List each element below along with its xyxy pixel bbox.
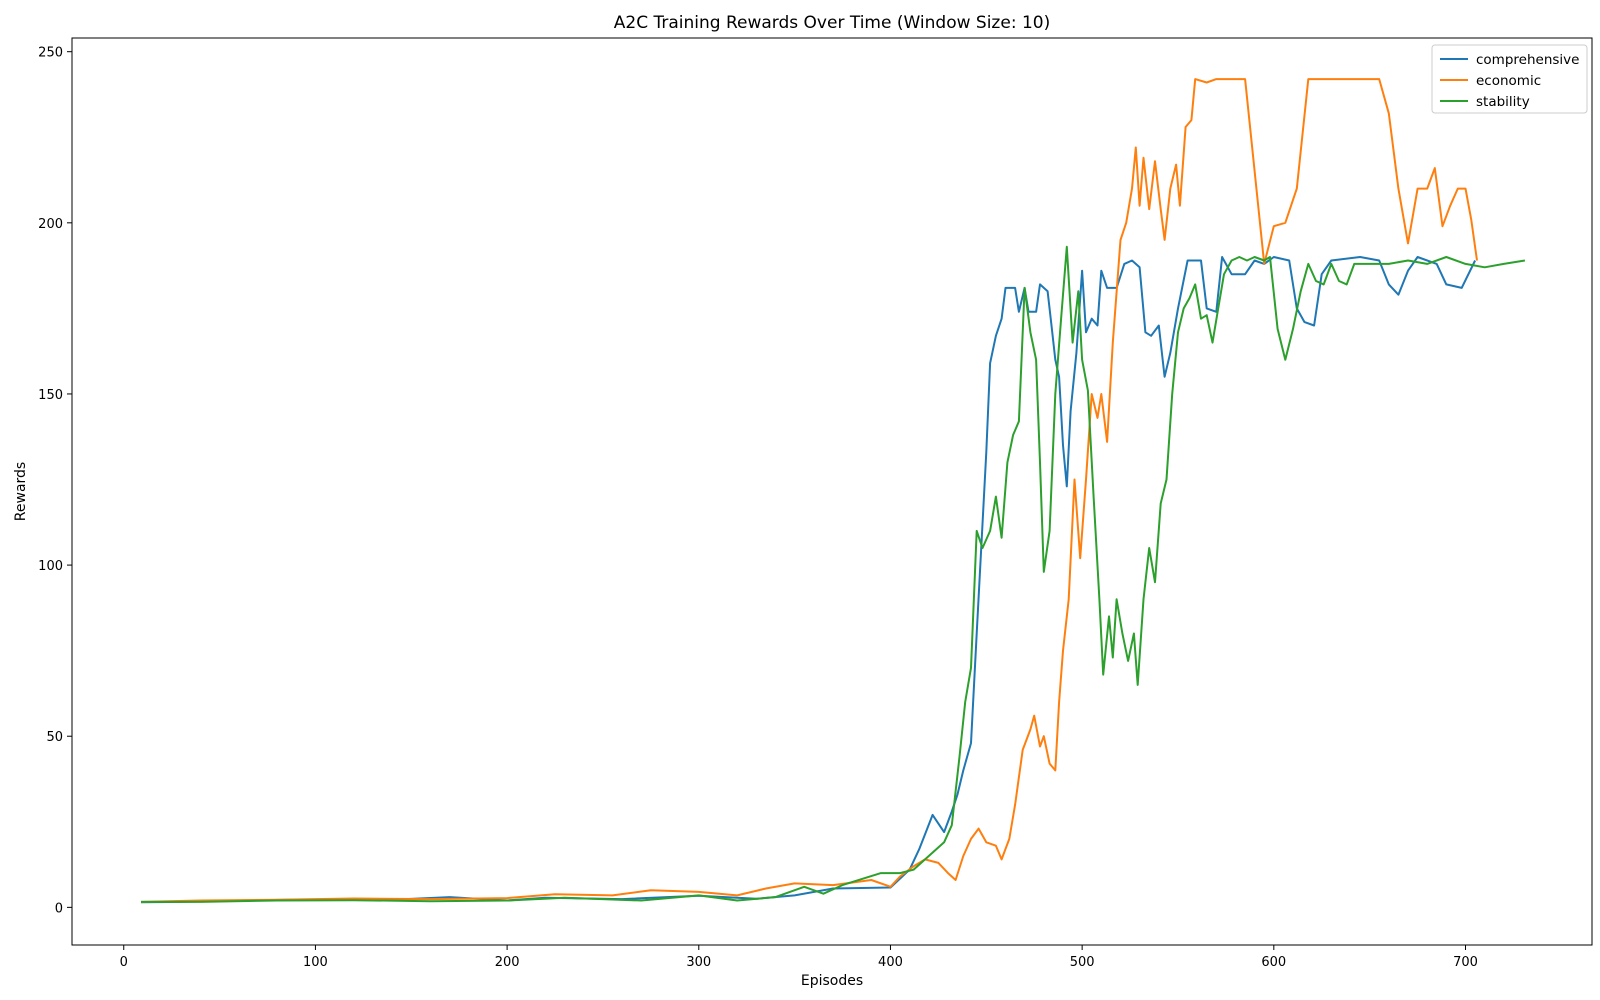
y-tick-label: 200	[38, 217, 63, 232]
y-tick-label: 0	[55, 901, 63, 916]
y-tick-label: 100	[38, 559, 63, 574]
x-tick-label: 600	[1261, 955, 1286, 970]
x-tick-label: 200	[495, 955, 520, 970]
plot-frame	[71, 37, 1593, 946]
x-axis: 0 100 200 300 400 500 600 700	[120, 945, 1478, 970]
x-tick-label: 0	[120, 955, 128, 970]
chart-title: A2C Training Rewards Over Time (Window S…	[614, 13, 1050, 33]
x-tick-label: 300	[686, 955, 711, 970]
y-tick-label: 50	[46, 730, 63, 745]
x-tick-label: 500	[1070, 955, 1095, 970]
legend-label-comprehensive: comprehensive	[1476, 52, 1579, 68]
x-tick-label: 700	[1453, 955, 1478, 970]
y-tick-label: 250	[38, 46, 63, 61]
x-tick-label: 100	[303, 955, 328, 970]
x-axis-label: Episodes	[801, 973, 863, 989]
y-tick-label: 150	[38, 388, 63, 403]
y-axis-label: Rewards	[13, 462, 29, 521]
series-layer	[140, 78, 1526, 904]
legend-label-stability: stability	[1476, 94, 1530, 110]
y-axis: 0 50 100 150 200 250	[38, 46, 72, 916]
legend-box	[1431, 44, 1588, 114]
legend-label-economic: economic	[1476, 73, 1541, 89]
series-line-stability	[141, 245, 1526, 903]
series-line-economic	[140, 78, 1478, 903]
legend: comprehensive economic stability	[1431, 44, 1588, 114]
x-tick-label: 400	[878, 955, 903, 970]
